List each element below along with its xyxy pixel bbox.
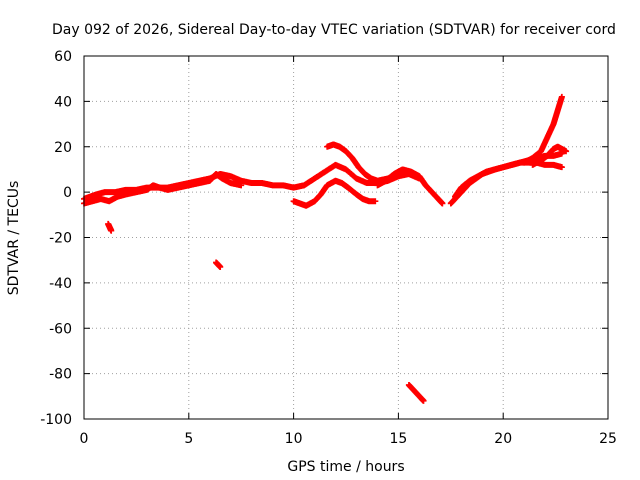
y-axis-label: SDTVAR / TECUs xyxy=(6,181,22,296)
y-tick-label: -100 xyxy=(40,412,72,428)
series-arc-h xyxy=(521,93,565,166)
y-tick-label: 20 xyxy=(54,140,72,156)
plus-markers xyxy=(451,159,565,200)
y-tick-label: 0 xyxy=(63,185,72,201)
series-arc-b xyxy=(81,170,245,207)
x-tick-label: 15 xyxy=(389,431,407,447)
plus-markers xyxy=(374,166,446,207)
plus-markers xyxy=(521,93,565,166)
x-tick-label: 5 xyxy=(184,431,193,447)
x-tick-label: 20 xyxy=(494,431,512,447)
x-tick-label: 10 xyxy=(285,431,303,447)
plus-markers xyxy=(213,259,224,270)
plus-markers xyxy=(81,170,245,207)
plus-markers xyxy=(529,143,570,168)
x-tick-label: 0 xyxy=(80,431,89,447)
series-isolated-b xyxy=(213,259,224,270)
plus-markers xyxy=(290,177,379,209)
y-tick-label: 40 xyxy=(54,94,72,110)
axis-ticks: 0 5 10 15 20 25 -100 -80 -60 -40 -20 0 20 40 60 xyxy=(40,49,617,447)
chart-title: Day 092 of 2026, Sidereal Day-to-day VTE… xyxy=(52,22,616,38)
plus-markers xyxy=(105,220,115,234)
x-axis-label: GPS time / hours xyxy=(287,459,404,475)
plot-frame xyxy=(83,55,609,420)
y-tick-label: -60 xyxy=(49,321,72,337)
series-arc-e xyxy=(374,166,446,207)
y-tick-label: 60 xyxy=(54,49,72,65)
series-arc-i xyxy=(529,143,570,168)
grid xyxy=(84,56,608,419)
series-arc-g xyxy=(451,159,565,200)
data-marks xyxy=(81,93,570,404)
series-arc-c xyxy=(290,177,379,209)
x-tick-label: 25 xyxy=(599,431,617,447)
y-tick-label: -40 xyxy=(49,276,72,292)
series-isolated-c xyxy=(405,381,427,404)
y-tick-label: -80 xyxy=(49,367,72,383)
series-isolated-a xyxy=(105,220,115,234)
y-tick-label: -20 xyxy=(49,231,72,247)
plus-markers xyxy=(405,381,427,404)
